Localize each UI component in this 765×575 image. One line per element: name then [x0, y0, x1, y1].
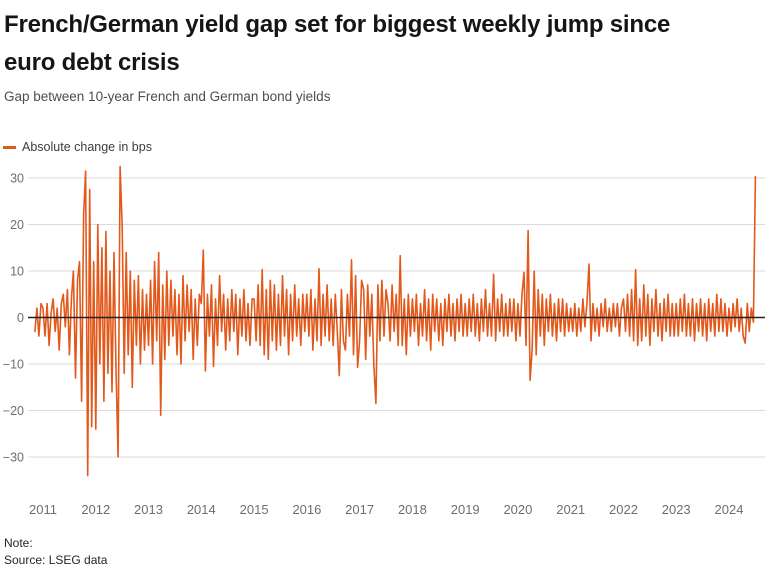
x-axis-tick-label: 2023 [662, 502, 691, 517]
y-axis-tick-label: −20 [3, 404, 24, 418]
y-axis-tick-label: 10 [10, 265, 24, 279]
y-axis-tick-label: 20 [10, 218, 24, 232]
note-text: Note: [4, 536, 33, 550]
chart-subtitle: Gap between 10-year French and German bo… [4, 89, 331, 104]
x-axis-tick-label: 2012 [81, 502, 110, 517]
x-axis-tick-label: 2016 [292, 502, 321, 517]
x-axis-tick-label: 2013 [134, 502, 163, 517]
chart-title: French/German yield gap set for biggest … [4, 6, 760, 82]
x-axis-tick-label: 2024 [715, 502, 744, 517]
y-axis-tick-label: 0 [17, 311, 24, 325]
x-axis-tick-label: 2014 [187, 502, 216, 517]
source-text: Source: LSEG data [4, 553, 108, 567]
x-axis-tick-label: 2021 [556, 502, 585, 517]
x-axis-tick-label: 2018 [398, 502, 427, 517]
legend: Absolute change in bps [3, 140, 152, 154]
y-axis-tick-label: 30 [10, 172, 24, 186]
x-axis-tick-label: 2019 [451, 502, 480, 517]
chart-area: 30 20 10 0 −10 −20 −30 2011 2012 2013 2014 2015 2016… [0, 160, 765, 525]
y-axis-tick-label: −10 [3, 358, 24, 372]
chart-title-line2: euro debt crisis [4, 49, 180, 76]
legend-line-swatch-icon [3, 145, 16, 149]
x-axis-tick-label: 2015 [240, 502, 269, 517]
chart-title-line1: French/German yield gap set for biggest … [4, 11, 671, 38]
legend-label: Absolute change in bps [22, 140, 152, 154]
series-line [34, 165, 757, 477]
yield-gap-line-chart: 30 20 10 0 −10 −20 −30 2011 2012 2013 2014 2015 2016… [3, 165, 765, 517]
y-axis-tick-label: −30 [3, 451, 24, 465]
x-axis-tick-label: 2017 [345, 502, 374, 517]
x-axis-tick-label: 2011 [29, 502, 57, 517]
x-axis-tick-label: 2020 [503, 502, 532, 517]
x-axis-tick-label: 2022 [609, 502, 638, 517]
